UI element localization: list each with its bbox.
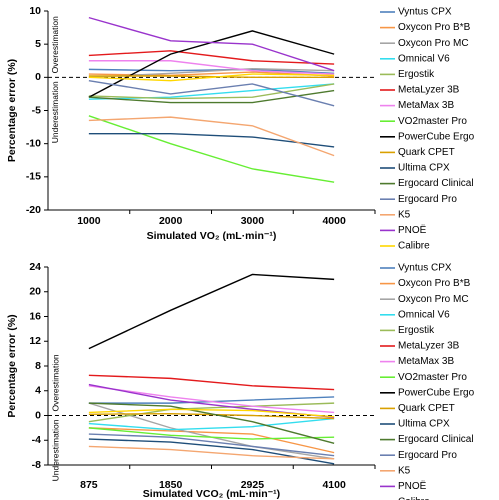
series-line [88, 402, 335, 423]
y-axis-label: Percentage error (%) [6, 59, 18, 162]
series-line [88, 374, 335, 391]
x-tick-label: 2925 [241, 479, 265, 491]
legend-label: Ergocard Clinical [398, 434, 474, 445]
y-tick-label: 4 [35, 385, 41, 397]
y-tick-label: 0 [35, 71, 41, 83]
legend-label: MetaLyzer 3B [398, 341, 460, 352]
legend-label: Ultima CPX [398, 163, 450, 174]
series-line [88, 50, 335, 65]
series-line [88, 79, 335, 107]
x-tick-label: 4100 [322, 479, 346, 491]
y-tick-label: 24 [29, 261, 41, 273]
legend-label: Quark CPET [398, 147, 455, 158]
y-tick-label: -10 [26, 137, 41, 149]
series-line [88, 427, 335, 454]
series-line [88, 73, 335, 82]
series-line [88, 16, 335, 72]
legend-label: MetaMax 3B [398, 356, 454, 367]
legend-label: Omnical V6 [398, 309, 450, 320]
y-tick-label: 0 [35, 409, 41, 421]
legend-label: PowerCube Ergo [398, 387, 475, 398]
annotation: Underestimation [50, 419, 60, 481]
y-tick-label: -5 [32, 104, 41, 116]
series-line [88, 385, 335, 414]
legend-label: PNOË [398, 224, 427, 236]
series-line [88, 116, 335, 157]
legend-label: MetaLyzer 3B [398, 85, 460, 96]
legend-label: Quark CPET [398, 403, 455, 414]
series-line [88, 60, 335, 75]
series-line [88, 89, 335, 104]
y-tick-label: 12 [29, 335, 41, 347]
legend-label: PNOË [398, 480, 427, 492]
legend-label: VO2master Pro [398, 116, 467, 127]
x-axis-label: Simulated VO₂ (mL·min⁻¹) [147, 230, 277, 242]
legend-label: Omnical V6 [398, 53, 450, 64]
series-line [88, 273, 335, 350]
series-line [88, 68, 335, 75]
y-tick-label: -4 [32, 434, 41, 446]
series-line [88, 433, 335, 457]
x-tick-label: 3000 [241, 215, 265, 227]
y-tick-label: 20 [29, 286, 41, 298]
legend-label: VO2master Pro [398, 372, 467, 383]
legend-label: Calibre [398, 497, 430, 500]
legend-label: Oxycon Pro MC [398, 294, 469, 305]
annotation: Overestimation [50, 16, 60, 73]
legend-label: Oxycon Pro MC [398, 38, 469, 49]
legend-label: Calibre [398, 241, 430, 252]
series-line [88, 402, 335, 445]
legend-label: Ultima CPX [398, 419, 450, 430]
legend-label: PowerCube Ergo [398, 131, 475, 142]
annotation: Underestimation [50, 81, 60, 143]
series-line [88, 417, 335, 431]
series-line [88, 83, 335, 100]
x-tick-label: 1850 [159, 479, 183, 491]
x-tick-label: 875 [80, 479, 98, 491]
legend-label: Ergostik [398, 325, 435, 336]
y-tick-label: -15 [26, 171, 41, 183]
legend-label: MetaMax 3B [398, 100, 454, 111]
y-tick-label: 5 [35, 38, 41, 50]
legend-label: Ergocard Pro [398, 194, 457, 205]
x-axis-label: Simulated VCO₂ (mL·min⁻¹) [143, 488, 280, 500]
series-line [88, 408, 335, 418]
y-tick-label: -8 [32, 459, 41, 471]
y-tick-label: 16 [29, 310, 41, 322]
legend-label: K5 [398, 209, 411, 220]
legend-label: Ergostik [398, 69, 435, 80]
y-tick-label: 10 [29, 5, 41, 17]
legend-label: K5 [398, 465, 411, 476]
legend-label: Ergocard Clinical [398, 178, 474, 189]
series-line [88, 115, 335, 183]
y-tick-label: 8 [35, 360, 41, 372]
legend-label: Vyntus CPX [398, 263, 452, 274]
legend-label: Oxycon Pro B*B [398, 278, 471, 289]
x-tick-label: 4000 [322, 215, 346, 227]
y-axis-label: Percentage error (%) [6, 314, 18, 417]
legend-label: Oxycon Pro B*B [398, 22, 471, 33]
series-line [88, 427, 335, 440]
x-tick-label: 2000 [159, 215, 183, 227]
x-tick-label: 1000 [77, 215, 101, 227]
series-line [88, 445, 335, 460]
legend-label: Ergocard Pro [398, 450, 457, 461]
annotation: Overestimation [50, 354, 60, 411]
series-line [88, 133, 335, 148]
y-tick-label: -20 [26, 204, 41, 216]
series-line [88, 83, 335, 100]
legend-label: Vyntus CPX [398, 7, 452, 18]
